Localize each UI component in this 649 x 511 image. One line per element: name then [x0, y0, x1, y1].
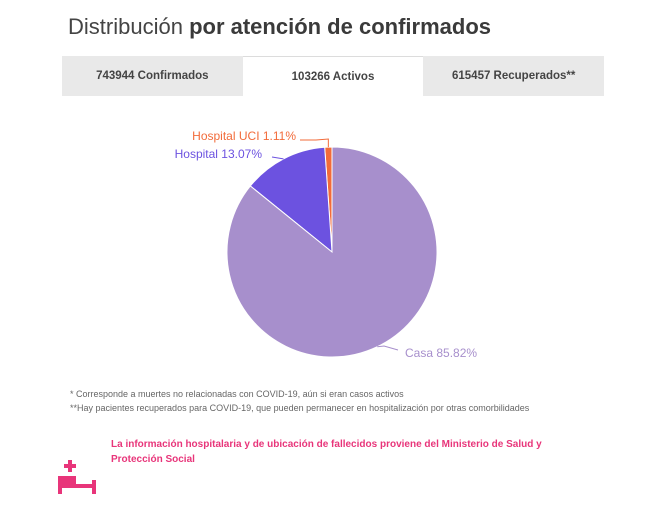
tab-activos[interactable]: 103266 Activos — [242, 56, 424, 96]
footnote-1: * Corresponde a muertes no relacionadas … — [70, 389, 404, 399]
tab-label: 103266 Activos — [291, 70, 375, 83]
title-light: Distribución — [68, 14, 183, 39]
title-bold: por atención de confirmados — [189, 14, 491, 39]
tab-confirmados[interactable]: 743944 Confirmados — [62, 56, 243, 96]
tab-label: 743944 Confirmados — [96, 70, 209, 82]
footnote-2: **Hay pacientes recuperados para COVID-1… — [70, 403, 530, 413]
hospital-bed-icon — [58, 460, 96, 494]
page-title: Distribución por atención de confirmados — [68, 14, 491, 40]
tab-bar: 743944 Confirmados 103266 Activos 615457… — [62, 56, 604, 96]
tab-label: 615457 Recuperados** — [451, 70, 576, 82]
source-note: La información hospitalaria y de ubicaci… — [111, 439, 542, 465]
tab-recuperados[interactable]: 615457 Recuperados** — [423, 56, 604, 96]
